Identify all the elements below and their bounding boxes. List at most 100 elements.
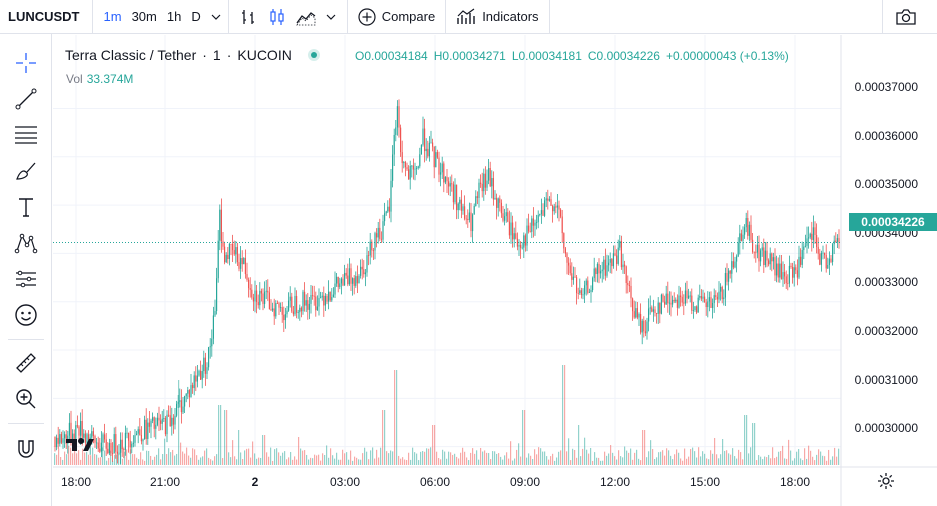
volume-bar (380, 447, 382, 465)
price-chart[interactable] (53, 35, 937, 506)
volume-bar (724, 450, 726, 465)
volume-bar (686, 458, 688, 465)
crosshair-icon[interactable] (13, 50, 39, 76)
area-chart-icon[interactable] (291, 0, 321, 34)
volume-bar (516, 449, 518, 465)
volume-bar (440, 459, 442, 465)
candle-body (417, 166, 419, 169)
candle-body (374, 233, 376, 251)
volume-bar (374, 458, 376, 465)
text-icon[interactable] (13, 194, 39, 220)
candle-body (281, 307, 283, 315)
symbol-search[interactable]: LUNCUSDT (8, 9, 80, 24)
ruler-icon[interactable] (13, 350, 39, 376)
candle-body (625, 266, 627, 284)
x-tick-label: 09:00 (509, 475, 541, 489)
volume-label: Vol (66, 72, 83, 86)
candle-body (774, 257, 776, 276)
volume-bar (216, 454, 218, 465)
volume-bar (752, 423, 754, 465)
candle-body (811, 233, 813, 240)
legend-exchange: KUCOIN (237, 47, 292, 63)
volume-bar (352, 460, 354, 465)
volume-bar (452, 454, 454, 465)
candle-body (166, 414, 168, 435)
magnet-icon[interactable] (13, 436, 39, 462)
candle-body (755, 251, 757, 253)
candle-body (444, 176, 446, 183)
timeframe-1h[interactable]: 1h (166, 9, 182, 24)
candle-body (289, 296, 291, 301)
volume-bar (460, 452, 462, 465)
volume-bar (450, 452, 452, 465)
volume-bar (248, 448, 250, 465)
high-value: H0.00034271 (433, 49, 506, 63)
candle-body (161, 418, 163, 424)
candle-body (697, 297, 699, 313)
candle-body (536, 222, 538, 224)
screenshot-button[interactable] (883, 0, 937, 34)
volume-bar (634, 452, 636, 465)
candle-body (782, 272, 784, 280)
volume-bar (70, 447, 72, 465)
candle-body (595, 268, 597, 275)
candle-body (209, 346, 211, 348)
toolbar-divider (227, 0, 229, 34)
legend-title[interactable]: Terra Classic / Tether (65, 47, 197, 63)
volume-bar (522, 410, 524, 465)
volume-bar (602, 460, 604, 465)
candle-body (403, 162, 405, 164)
candle-body (491, 178, 493, 187)
candle-body (753, 251, 755, 253)
pattern-icon[interactable] (13, 230, 39, 256)
volume-bar (498, 453, 500, 465)
timeframe-30m[interactable]: 30m (131, 9, 157, 24)
candle-body (656, 313, 658, 314)
volume-bar (148, 450, 150, 465)
volume-bar (622, 457, 624, 465)
candle-body (555, 206, 557, 208)
chevron-down-icon[interactable] (206, 0, 226, 34)
volume-bar (312, 458, 314, 465)
candle-body (259, 290, 261, 306)
volume-bar (738, 449, 740, 465)
emoji-icon[interactable] (13, 302, 39, 328)
volume-bar (630, 448, 632, 465)
indicators-button[interactable]: Indicators (446, 0, 548, 34)
chart-pane[interactable]: Terra Classic / Tether · 1 · KUCOIN O0.0… (53, 35, 937, 506)
prediction-icon[interactable] (13, 266, 39, 292)
candle-body (670, 302, 672, 305)
candle-body (340, 278, 342, 284)
candle-body (769, 253, 771, 265)
timeframe-d[interactable]: D (191, 9, 201, 24)
zoom-in-icon[interactable] (13, 386, 39, 412)
fib-retracement-icon[interactable] (13, 122, 39, 148)
volume-bar (804, 448, 806, 465)
candle-body (433, 146, 435, 168)
volume-bar (736, 458, 738, 465)
brush-icon[interactable] (13, 158, 39, 184)
timeframe-1m[interactable]: 1m (103, 9, 122, 24)
tradingview-logo[interactable] (65, 435, 95, 455)
compare-button[interactable]: Compare (348, 0, 445, 34)
candle-body (198, 370, 200, 376)
candle-body (192, 385, 194, 389)
candles-icon[interactable] (263, 0, 291, 34)
candle-body (728, 270, 730, 282)
chevron-down-icon[interactable] (321, 0, 341, 34)
volume-bar (484, 450, 486, 465)
candle-body (243, 258, 245, 265)
candle-body (104, 434, 106, 440)
candle-body (334, 283, 336, 295)
volume-bar (172, 449, 174, 465)
volume-bar (438, 458, 440, 465)
volume-bar (542, 451, 544, 465)
candle-body (323, 295, 325, 306)
candle-body (451, 183, 453, 185)
candle-body (531, 218, 533, 232)
trendline-icon[interactable] (13, 86, 39, 112)
gear-icon[interactable] (877, 472, 895, 495)
candle-body (172, 417, 174, 425)
bar-chart-icon[interactable] (235, 0, 263, 34)
volume-bar (820, 451, 822, 465)
